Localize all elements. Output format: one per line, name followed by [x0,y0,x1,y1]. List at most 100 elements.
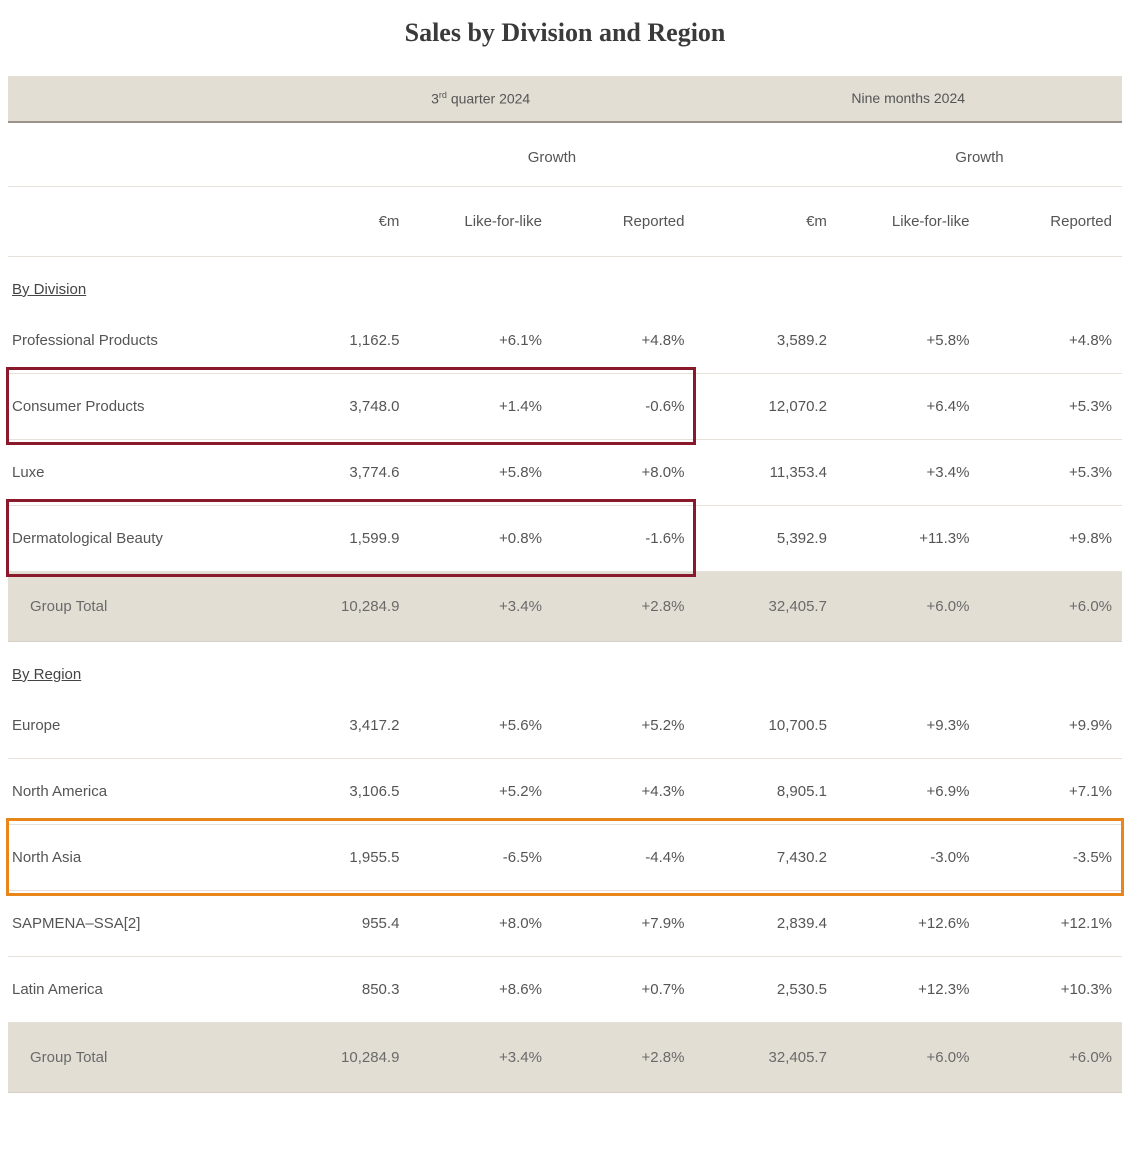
cell-n-eur: 12,070.2 [694,373,837,439]
total-row-region: Group Total10,284.9+3.4%+2.8%32,405.7+6.… [8,1022,1122,1092]
cell-q-eur: 1,599.9 [267,505,410,571]
cell-n-rep: +9.8% [979,505,1122,571]
cell-q-rep: +8.0% [552,439,695,505]
total-n-rep: +6.0% [979,1022,1122,1092]
cell-q-lfl: +8.0% [409,890,552,956]
cell-n-lfl: +3.4% [837,439,980,505]
cell-q-rep: +7.9% [552,890,695,956]
total-q-lfl: +3.4% [409,571,552,641]
table-row: Europe3,417.2+5.6%+5.2%10,700.5+9.3%+9.9… [8,693,1122,759]
total-q-rep: +2.8% [552,1022,695,1092]
cell-q-rep: +5.2% [552,693,695,759]
table-row: North America3,106.5+5.2%+4.3%8,905.1+6.… [8,758,1122,824]
cell-n-rep: +5.3% [979,439,1122,505]
cell-q-lfl: +5.6% [409,693,552,759]
total-n-lfl: +6.0% [837,1022,980,1092]
cell-n-rep: +4.8% [979,308,1122,374]
total-label: Group Total [8,571,267,641]
total-n-eur: 32,405.7 [694,1022,837,1092]
cell-q-eur: 955.4 [267,890,410,956]
cell-q-lfl: +8.6% [409,956,552,1022]
cell-q-eur: 3,748.0 [267,373,410,439]
total-q-eur: 10,284.9 [267,1022,410,1092]
table-row: SAPMENA–SSA[2]955.4+8.0%+7.9%2,839.4+12.… [8,890,1122,956]
cell-n-eur: 3,589.2 [694,308,837,374]
row-label: Luxe [8,439,267,505]
table-row: Dermatological Beauty1,599.9+0.8%-1.6%5,… [8,505,1122,571]
cell-q-eur: 3,774.6 [267,439,410,505]
row-label: Consumer Products [8,373,267,439]
cell-n-eur: 7,430.2 [694,824,837,890]
cell-q-lfl: +5.8% [409,439,552,505]
section-row-region: By Region [8,641,1122,693]
cell-n-lfl: +11.3% [837,505,980,571]
cell-q-eur: 3,417.2 [267,693,410,759]
period-header-row: 3rd quarter 2024 Nine months 2024 [8,76,1122,122]
total-label: Group Total [8,1022,267,1092]
col-lfl-n: Like-for-like [837,186,980,256]
cell-n-eur: 5,392.9 [694,505,837,571]
column-header-row: €m Like-for-like Reported €m Like-for-li… [8,186,1122,256]
cell-n-rep: +10.3% [979,956,1122,1022]
cell-n-lfl: +6.4% [837,373,980,439]
cell-n-eur: 8,905.1 [694,758,837,824]
total-n-lfl: +6.0% [837,571,980,641]
period-q3: 3rd quarter 2024 [267,76,695,122]
row-label: North America [8,758,267,824]
cell-n-eur: 2,530.5 [694,956,837,1022]
cell-q-rep: +4.3% [552,758,695,824]
col-rep-n: Reported [979,186,1122,256]
cell-n-lfl: +6.9% [837,758,980,824]
cell-n-lfl: -3.0% [837,824,980,890]
section-row-division: By Division [8,256,1122,308]
cell-n-rep: +7.1% [979,758,1122,824]
cell-q-eur: 3,106.5 [267,758,410,824]
cell-q-rep: +0.7% [552,956,695,1022]
cell-q-lfl: +6.1% [409,308,552,374]
table-row: Consumer Products3,748.0+1.4%-0.6%12,070… [8,373,1122,439]
growth-header-row: Growth Growth [8,122,1122,187]
cell-q-lfl: +0.8% [409,505,552,571]
total-n-eur: 32,405.7 [694,571,837,641]
cell-q-lfl: +1.4% [409,373,552,439]
cell-q-eur: 1,162.5 [267,308,410,374]
section-header-region: By Region [8,641,1122,693]
cell-q-rep: +4.8% [552,308,695,374]
row-label: SAPMENA–SSA[2] [8,890,267,956]
total-q-rep: +2.8% [552,571,695,641]
cell-q-rep: -1.6% [552,505,695,571]
table-row: Luxe3,774.6+5.8%+8.0%11,353.4+3.4%+5.3% [8,439,1122,505]
section-header-division: By Division [8,256,1122,308]
cell-q-lfl: -6.5% [409,824,552,890]
total-n-rep: +6.0% [979,571,1122,641]
cell-q-eur: 850.3 [267,956,410,1022]
total-q-lfl: +3.4% [409,1022,552,1092]
total-q-eur: 10,284.9 [267,571,410,641]
cell-q-rep: -0.6% [552,373,695,439]
cell-n-rep: -3.5% [979,824,1122,890]
cell-n-rep: +9.9% [979,693,1122,759]
cell-n-lfl: +9.3% [837,693,980,759]
table-row: North Asia1,955.5-6.5%-4.4%7,430.2-3.0%-… [8,824,1122,890]
row-label: Europe [8,693,267,759]
cell-n-eur: 10,700.5 [694,693,837,759]
row-label: Latin America [8,956,267,1022]
col-eur-q: €m [267,186,410,256]
col-lfl-q: Like-for-like [409,186,552,256]
growth-label-n: Growth [837,122,1122,187]
row-label: Professional Products [8,308,267,374]
sales-table: 3rd quarter 2024 Nine months 2024 Growth… [8,76,1122,1093]
cell-n-rep: +5.3% [979,373,1122,439]
cell-n-lfl: +12.6% [837,890,980,956]
row-label: North Asia [8,824,267,890]
table-row: Professional Products1,162.5+6.1%+4.8%3,… [8,308,1122,374]
col-eur-n: €m [694,186,837,256]
period-9m: Nine months 2024 [694,76,1122,122]
total-row-division: Group Total10,284.9+3.4%+2.8%32,405.7+6.… [8,571,1122,641]
col-rep-q: Reported [552,186,695,256]
cell-n-eur: 2,839.4 [694,890,837,956]
cell-n-eur: 11,353.4 [694,439,837,505]
cell-n-rep: +12.1% [979,890,1122,956]
cell-q-lfl: +5.2% [409,758,552,824]
cell-n-lfl: +5.8% [837,308,980,374]
